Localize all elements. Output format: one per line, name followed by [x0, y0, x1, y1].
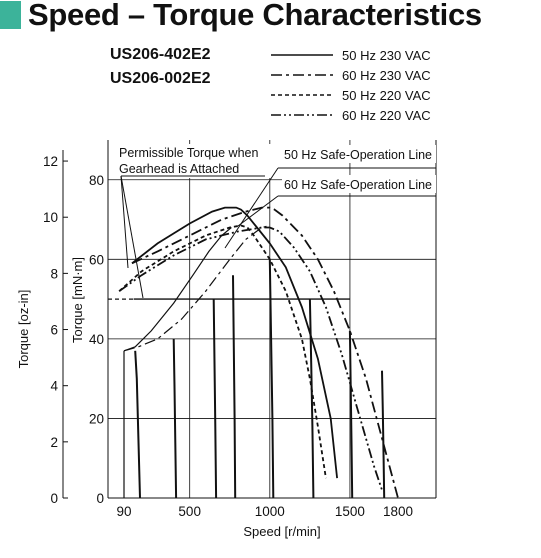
- permissible-annotation-bg: [115, 144, 273, 178]
- drop-curve: [172, 338, 178, 499]
- model-name-2: US206-002E2: [110, 70, 211, 87]
- series-line-4: [118, 226, 383, 491]
- ozin-tick-label: 12: [43, 154, 58, 169]
- x-tick-label: 1500: [335, 504, 365, 519]
- labels: 0 2 4 6 8 10 12 0 20 40 60 80 90 500 1000 1500 1800 Speed…: [16, 144, 436, 539]
- safe50-annotation-bg: [282, 145, 436, 163]
- ozin-tick-label: 8: [50, 266, 58, 281]
- safe-line-60hz: [123, 224, 270, 352]
- drop-curve: [381, 370, 386, 499]
- x-tick-label: 1800: [383, 504, 413, 519]
- mnm-axis-label: Torque [mN·m]: [70, 257, 85, 343]
- safe60-leader: [237, 195, 279, 227]
- ozin-tick-label: 2: [50, 435, 58, 450]
- x-axis-label: Speed [r/min]: [243, 524, 320, 539]
- x-tick-label: 1000: [255, 504, 285, 519]
- chart-title: Speed – Torque Characteristics: [28, 0, 482, 32]
- legend-label-3: 50 Hz 220 VAC: [342, 88, 431, 103]
- drop-curve: [308, 299, 315, 499]
- series-line-2: [131, 206, 399, 499]
- legend-label-4: 60 Hz 220 VAC: [342, 108, 431, 123]
- safe50-leader: [224, 167, 279, 249]
- ozin-tick-label: 10: [43, 210, 58, 225]
- ozin-tick-label: 0: [50, 491, 58, 506]
- safe60-annotation-bg: [282, 175, 436, 193]
- curves: [108, 206, 399, 499]
- drop-curve: [348, 330, 354, 499]
- drop-curve: [232, 275, 237, 499]
- model-name-1: US206-402E2: [110, 46, 211, 63]
- x-tick-label: 500: [178, 504, 201, 519]
- legend-label-1: 50 Hz 230 VAC: [342, 48, 431, 63]
- permissible-annotation-line1: Permissible Torque when: [119, 146, 258, 160]
- permissible-leader: [120, 175, 144, 299]
- permissible-annotation-line2: Gearhead is Attached: [119, 162, 239, 176]
- mnm-tick-label: 60: [89, 252, 104, 267]
- ozin-axis-label: Torque [oz-in]: [16, 290, 31, 369]
- permissible-leader: [120, 175, 129, 269]
- mnm-tick-label: 0: [96, 491, 104, 506]
- ozin-tick-label: 6: [50, 323, 58, 338]
- legend-label-2: 60 Hz 230 VAC: [342, 68, 431, 83]
- mnm-tick-label: 80: [89, 173, 104, 188]
- safe50-annotation: 50 Hz Safe-Operation Line: [284, 148, 432, 162]
- drop-curve: [268, 259, 275, 499]
- safe-line-50hz: [123, 227, 232, 352]
- drop-curve: [212, 299, 218, 499]
- drop-curve: [134, 350, 141, 499]
- x-tick-label: 90: [116, 504, 131, 519]
- series-line-3: [118, 224, 327, 479]
- ozin-tick-label: 4: [50, 379, 58, 394]
- title-bar: Speed – Torque Characteristics: [0, 0, 541, 34]
- axes: [62, 140, 437, 499]
- mnm-tick-label: 20: [89, 411, 104, 426]
- title-accent-square: [0, 1, 21, 29]
- legend: US206-402E2 US206-002E2 50 Hz 230 VAC 60 Hz…: [110, 46, 431, 123]
- mnm-tick-label: 40: [89, 332, 104, 347]
- safe60-annotation: 60 Hz Safe-Operation Line: [284, 178, 432, 192]
- series-line-1: [131, 206, 338, 479]
